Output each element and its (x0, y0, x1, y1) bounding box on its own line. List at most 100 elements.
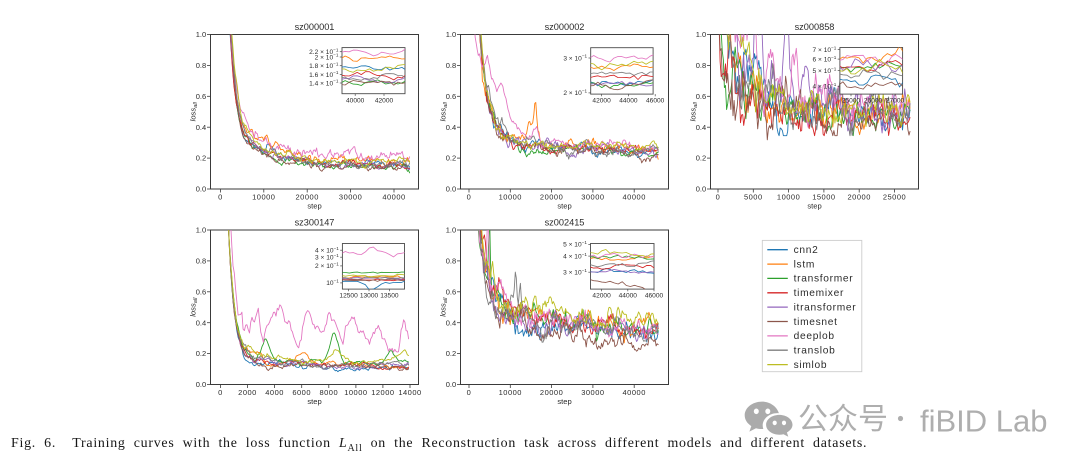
svg-text:27000: 27000 (886, 98, 905, 105)
svg-text:4 × 10−1: 4 × 10−1 (563, 252, 587, 261)
svg-text:0.4: 0.4 (696, 123, 706, 132)
svg-text:itransformer: itransformer (794, 302, 857, 313)
svg-text:5 × 10−1: 5 × 10−1 (563, 240, 587, 249)
svg-text:step: step (307, 397, 321, 406)
svg-text:2 × 10−1: 2 × 10−1 (563, 89, 587, 98)
svg-text:3 × 10−1: 3 × 10−1 (563, 268, 587, 277)
svg-text:0.0: 0.0 (446, 185, 456, 194)
svg-text:20000: 20000 (540, 388, 563, 397)
svg-text:10000: 10000 (777, 193, 800, 202)
svg-text:simlob: simlob (794, 360, 828, 371)
svg-text:5000: 5000 (744, 193, 763, 202)
svg-text:2 × 10−1: 2 × 10−1 (315, 53, 339, 62)
svg-text:14000: 14000 (398, 388, 421, 397)
svg-text:2 × 10−1: 2 × 10−1 (315, 262, 339, 271)
svg-text:0.2: 0.2 (446, 349, 456, 358)
svg-text:2000: 2000 (238, 388, 257, 397)
svg-text:1.0: 1.0 (446, 30, 456, 39)
svg-text:0.2: 0.2 (446, 154, 456, 163)
svg-text:5 × 10−1: 5 × 10−1 (813, 66, 837, 75)
svg-text:sz000002: sz000002 (545, 22, 585, 32)
svg-text:4 × 10−1: 4 × 10−1 (315, 246, 339, 255)
svg-text:40000: 40000 (346, 97, 365, 104)
svg-text:46000: 46000 (645, 293, 664, 300)
svg-text:1.0: 1.0 (446, 226, 456, 235)
svg-text:30000: 30000 (581, 193, 604, 202)
svg-text:0.0: 0.0 (196, 185, 206, 194)
svg-text:0.0: 0.0 (196, 380, 206, 389)
svg-text:13500: 13500 (380, 293, 399, 300)
svg-text:translob: translob (794, 346, 836, 357)
svg-text:13000: 13000 (360, 293, 379, 300)
svg-text:0: 0 (467, 193, 472, 202)
svg-text:lossall: lossall (439, 297, 450, 317)
svg-text:1.4 × 10−1: 1.4 × 10−1 (309, 79, 339, 88)
svg-text:40000: 40000 (382, 193, 405, 202)
svg-text:10−1: 10−1 (326, 279, 339, 288)
svg-text:25000: 25000 (842, 98, 861, 105)
svg-text:lossall: lossall (689, 101, 700, 121)
svg-text:0: 0 (218, 193, 223, 202)
svg-text:40000: 40000 (623, 388, 646, 397)
svg-text:3 × 10−1: 3 × 10−1 (315, 253, 339, 262)
svg-text:20000: 20000 (296, 193, 319, 202)
svg-text:step: step (807, 202, 821, 211)
svg-text:sz002415: sz002415 (545, 218, 585, 228)
svg-text:0.2: 0.2 (696, 154, 706, 163)
svg-text:0.6: 0.6 (696, 92, 706, 101)
svg-text:lossall: lossall (439, 101, 450, 121)
svg-text:30000: 30000 (581, 388, 604, 397)
svg-text:0: 0 (218, 388, 223, 397)
svg-text:0.8: 0.8 (196, 61, 206, 70)
svg-text:lstm: lstm (794, 259, 815, 270)
svg-text:15000: 15000 (812, 193, 835, 202)
svg-text:6000: 6000 (292, 388, 311, 397)
svg-text:4000: 4000 (265, 388, 284, 397)
svg-text:timemixer: timemixer (794, 288, 844, 299)
svg-text:step: step (307, 202, 321, 211)
svg-text:10000: 10000 (499, 193, 522, 202)
svg-text:timesnet: timesnet (794, 317, 838, 328)
svg-text:0.2: 0.2 (196, 349, 206, 358)
svg-text:26000: 26000 (864, 98, 883, 105)
svg-text:0.4: 0.4 (446, 318, 456, 327)
svg-text:20000: 20000 (540, 193, 563, 202)
svg-text:10000: 10000 (344, 388, 367, 397)
svg-text:fiBID Lab: fiBID Lab (920, 404, 1048, 439)
svg-text:transformer: transformer (794, 274, 854, 285)
svg-text:12000: 12000 (371, 388, 394, 397)
svg-text:1.6 × 10−1: 1.6 × 10−1 (309, 70, 339, 79)
svg-text:step: step (557, 397, 571, 406)
svg-text:10000: 10000 (252, 193, 275, 202)
svg-text:4 × 10−1: 4 × 10−1 (813, 82, 837, 91)
svg-text:0.8: 0.8 (196, 257, 206, 266)
svg-text:sz300147: sz300147 (295, 218, 335, 228)
svg-text:0.6: 0.6 (196, 287, 206, 296)
svg-text:0.4: 0.4 (446, 123, 456, 132)
svg-text:0.2: 0.2 (196, 154, 206, 163)
svg-text:0.0: 0.0 (696, 185, 706, 194)
svg-text:1.8 × 10−1: 1.8 × 10−1 (309, 61, 339, 70)
svg-text:lossall: lossall (189, 101, 200, 121)
svg-text:20000: 20000 (848, 193, 871, 202)
svg-text:8000: 8000 (319, 388, 338, 397)
svg-text:deeplob: deeplob (794, 331, 835, 342)
svg-text:sz000001: sz000001 (295, 22, 335, 32)
svg-text:0.8: 0.8 (446, 61, 456, 70)
svg-text:2.2 × 10−1: 2.2 × 10−1 (309, 47, 339, 56)
svg-text:sz000858: sz000858 (795, 22, 835, 32)
svg-text:1.0: 1.0 (196, 226, 206, 235)
svg-text:44000: 44000 (619, 98, 638, 105)
svg-text:7 × 10−1: 7 × 10−1 (813, 45, 837, 54)
svg-text:42000: 42000 (375, 97, 394, 104)
svg-text:0.4: 0.4 (196, 318, 206, 327)
svg-text:30000: 30000 (339, 193, 362, 202)
svg-text:42000: 42000 (592, 98, 611, 105)
svg-text:step: step (557, 202, 571, 211)
svg-text:cnn2: cnn2 (794, 245, 819, 256)
svg-text:1.0: 1.0 (696, 30, 706, 39)
svg-text:44000: 44000 (619, 293, 638, 300)
svg-text:3 × 10−1: 3 × 10−1 (563, 54, 587, 63)
svg-text:40000: 40000 (623, 193, 646, 202)
svg-text:0.8: 0.8 (696, 61, 706, 70)
